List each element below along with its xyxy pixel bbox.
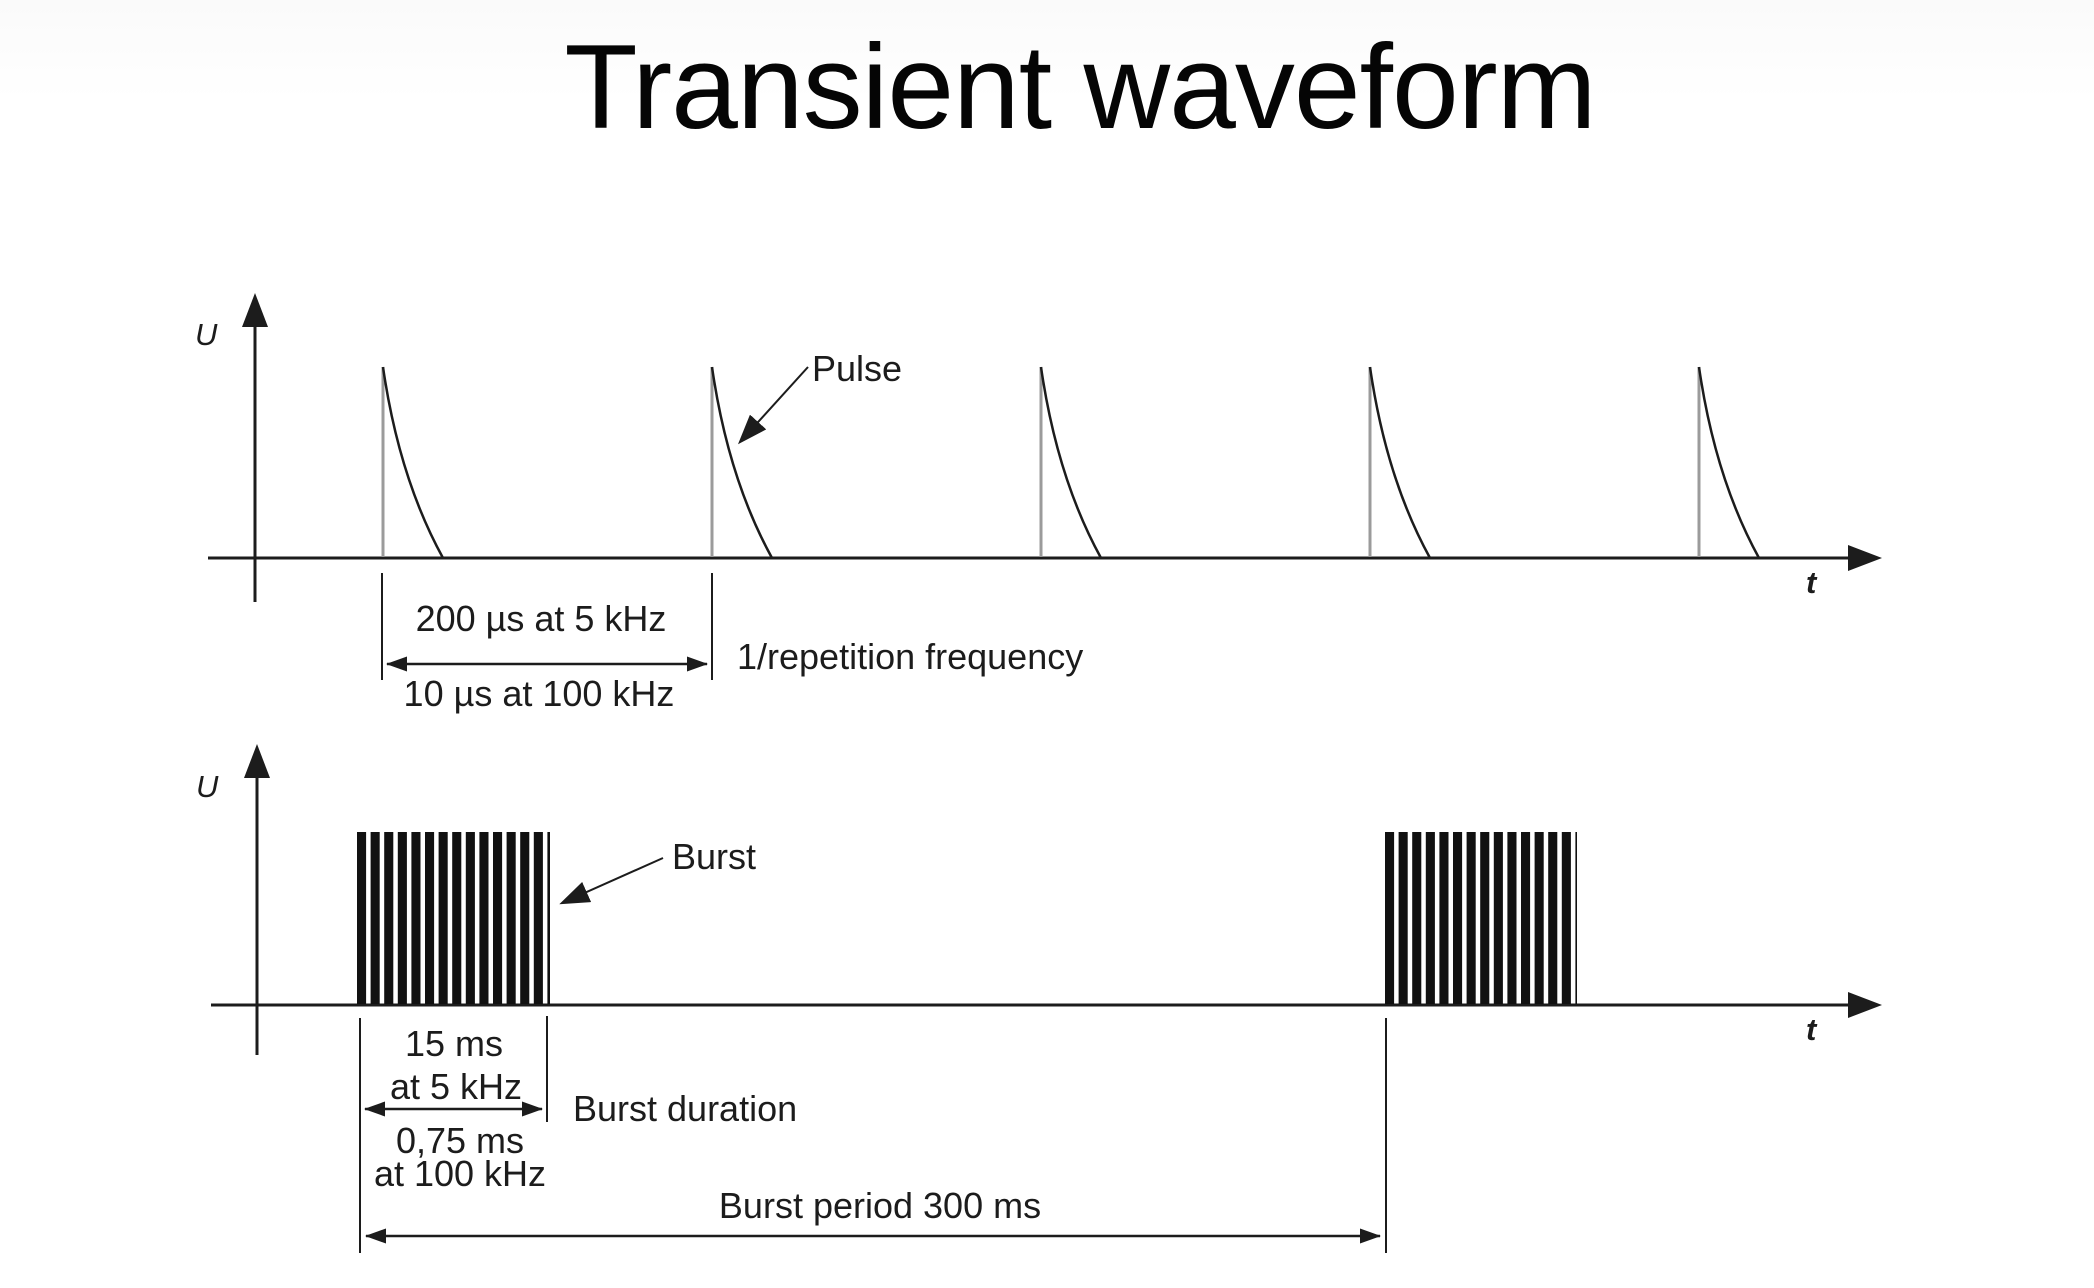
pulse-1 — [381, 366, 445, 559]
pulse-decay-curve — [1039, 366, 1103, 559]
pulse-train-chart: U t Pulse — [195, 293, 1882, 714]
pulse-spacing-label-top: 200 µs at 5 kHz — [416, 598, 667, 639]
burst-train-chart: U t Burst 15 ms at 5 kHz Burst duration … — [196, 744, 1882, 1253]
burst-period-label: Burst period 300 ms — [719, 1185, 1041, 1226]
burst-callout-arrow — [559, 857, 664, 905]
burst-duration-value-2: at 5 kHz — [390, 1066, 522, 1107]
pulse-4 — [1368, 366, 1432, 559]
burst-duration-value-4: at 100 kHz — [374, 1153, 546, 1194]
bottom-y-axis-label: U — [196, 769, 219, 804]
repetition-frequency-label: 1/repetition frequency — [737, 636, 1083, 677]
pulse-decay-curve — [381, 366, 445, 559]
burst-callout-label: Burst — [672, 836, 756, 877]
top-y-axis-label: U — [195, 317, 218, 352]
pulse-5 — [1697, 366, 1761, 559]
burst-duration-label: Burst duration — [573, 1088, 797, 1129]
pulse-decay-curve — [1697, 366, 1761, 559]
burst-duration-value-3: 0,75 ms — [396, 1120, 524, 1161]
bottom-x-axis-label: t — [1806, 1012, 1818, 1047]
top-x-axis-label: t — [1806, 565, 1818, 600]
pulse-decay-curve — [1368, 366, 1432, 559]
page-title: Transient waveform — [564, 20, 1595, 154]
pulse-callout-label: Pulse — [812, 348, 902, 389]
pulse-decay-curve — [710, 366, 774, 559]
pulse-callout-arrow — [737, 366, 809, 445]
pulse-spacing-label-bottom: 10 µs at 100 kHz — [404, 673, 675, 714]
pulse-3 — [1039, 366, 1103, 559]
pulse-2 — [710, 366, 774, 559]
burst-duration-value-1: 15 ms — [405, 1023, 503, 1064]
